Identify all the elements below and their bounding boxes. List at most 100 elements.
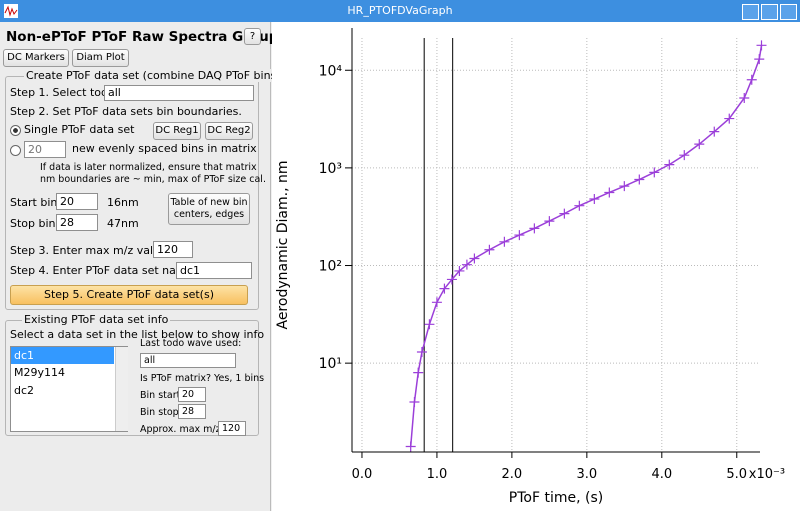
data-point xyxy=(431,297,442,308)
data-point xyxy=(634,174,645,185)
start-bin-label: Start bin xyxy=(10,196,58,209)
button-text: centers, edges xyxy=(173,209,245,220)
data-point xyxy=(604,187,615,198)
start-bin-spinbox[interactable]: 20 xyxy=(56,193,98,210)
single-option-label: Single PToF data set xyxy=(24,123,135,136)
data-point xyxy=(694,139,705,150)
dc-markers-button[interactable]: DC Markers xyxy=(3,49,69,67)
data-point xyxy=(514,230,525,241)
max-mz-spinbox[interactable]: 120 xyxy=(153,241,193,258)
list-item[interactable]: dc1 xyxy=(11,347,114,364)
data-line xyxy=(409,45,763,447)
close-button[interactable] xyxy=(780,4,797,20)
control-panel: Non-ePToF PToF Raw Spectra Group ? DC Ma… xyxy=(0,22,283,511)
step2-label: Step 2. Set PToF data sets bin boundarie… xyxy=(10,105,242,118)
radio[interactable] xyxy=(10,145,21,156)
y-tick-label: 10² xyxy=(319,259,342,275)
start-size: 16nm xyxy=(107,196,139,209)
data-point xyxy=(405,441,416,452)
info-field: 28 xyxy=(178,404,206,419)
diam-plot-button[interactable]: Diam Plot xyxy=(72,49,129,67)
note: If data is later normalized, ensure that… xyxy=(40,162,257,173)
y-tick-label: 10⁴ xyxy=(319,63,343,79)
group-title: Existing PToF data set info xyxy=(22,313,171,326)
minimize-button[interactable] xyxy=(742,4,759,20)
info-field: 120 xyxy=(218,421,246,436)
data-point xyxy=(424,319,435,330)
info-prompt: Select a data set in the list below to s… xyxy=(10,328,265,341)
data-point xyxy=(754,54,765,65)
even-option-label: new evenly spaced bins in matrix xyxy=(72,142,257,155)
group-title: Create PToF data set (combine DAQ PToF b… xyxy=(24,69,283,82)
x-axis-label: PToF time, (s) xyxy=(509,490,603,506)
create-button[interactable]: Step 5. Create PToF data set(s) xyxy=(10,285,248,305)
data-point xyxy=(589,194,600,205)
stop-bin-spinbox[interactable]: 28 xyxy=(56,214,98,231)
data-point xyxy=(446,274,457,285)
stop-bin-label: Stop bin xyxy=(10,217,56,230)
x-tick-label: 2.0 xyxy=(502,467,523,482)
todo-select[interactable]: all xyxy=(104,85,254,101)
stop-size: 47nm xyxy=(107,217,139,230)
data-point xyxy=(746,74,757,85)
data-point xyxy=(649,167,660,178)
app-icon xyxy=(4,4,18,18)
help-button[interactable]: ? xyxy=(244,28,261,45)
plot-background xyxy=(272,22,800,511)
data-point xyxy=(619,181,630,192)
step4-label: Step 4. Enter PToF data set name xyxy=(10,264,194,277)
x-tick-label: 5.0 xyxy=(726,467,747,482)
x-multiplier: x10⁻³ xyxy=(749,467,785,482)
data-point xyxy=(413,367,424,378)
table-button[interactable]: Table of new bin centers, edges xyxy=(168,193,250,225)
info-label: Bin start xyxy=(140,390,181,401)
info-field: 20 xyxy=(178,387,206,402)
y-tick-label: 10¹ xyxy=(319,356,342,372)
data-point xyxy=(499,236,510,247)
dc-reg2-button[interactable]: DC Reg2 xyxy=(205,122,253,140)
info-label: Bin stop xyxy=(140,407,179,418)
radio-selected[interactable] xyxy=(10,125,21,136)
y-axis-label: Aerodynamic Diam., nm xyxy=(275,160,291,329)
bins-spinbox[interactable]: 20 xyxy=(24,141,66,158)
x-tick-label: 0.0 xyxy=(352,467,373,482)
x-tick-label: 1.0 xyxy=(427,467,448,482)
window-title: HR_PTOFDVaGraph xyxy=(347,4,453,17)
data-point xyxy=(664,159,675,170)
data-point xyxy=(461,259,472,270)
x-tick-label: 4.0 xyxy=(651,467,672,482)
data-point xyxy=(574,200,585,211)
dataset-list: dc1 M29y114 dc2 xyxy=(10,346,128,432)
info-label: Approx. max m/z xyxy=(140,424,221,435)
list-item[interactable]: M29y114 xyxy=(14,366,65,379)
list-item[interactable]: dc2 xyxy=(14,384,35,397)
x-tick-label: 3.0 xyxy=(577,467,598,482)
maximize-button[interactable] xyxy=(761,4,778,20)
data-point xyxy=(416,347,427,358)
button-text: Table of new bin xyxy=(170,197,248,208)
data-point xyxy=(409,396,420,407)
title-bar: HR_PTOFDVaGraph xyxy=(0,0,800,22)
dc-reg1-button[interactable]: DC Reg1 xyxy=(153,122,201,140)
data-point xyxy=(439,283,450,294)
data-point xyxy=(724,113,735,124)
data-point xyxy=(739,92,750,103)
info-label: Last todo wave used: xyxy=(140,338,242,349)
data-point xyxy=(756,40,767,51)
data-point xyxy=(454,265,465,276)
y-tick-label: 10³ xyxy=(319,161,342,177)
data-point xyxy=(679,150,690,161)
note: nm boundaries are ~ min, max of PToF siz… xyxy=(40,174,266,185)
data-point xyxy=(469,253,480,264)
data-point xyxy=(529,223,540,234)
name-input[interactable]: dc1 xyxy=(176,262,252,279)
data-point xyxy=(484,244,495,255)
info-field: all xyxy=(140,353,236,368)
info-label: Is PToF matrix? Yes, 1 bins xyxy=(140,373,265,384)
scrollbar[interactable] xyxy=(115,347,128,431)
panel-heading: Non-ePToF PToF Raw Spectra Group xyxy=(6,29,279,45)
step3-label: Step 3. Enter max m/z value xyxy=(10,244,167,257)
data-point xyxy=(709,126,720,137)
data-point xyxy=(544,216,555,227)
